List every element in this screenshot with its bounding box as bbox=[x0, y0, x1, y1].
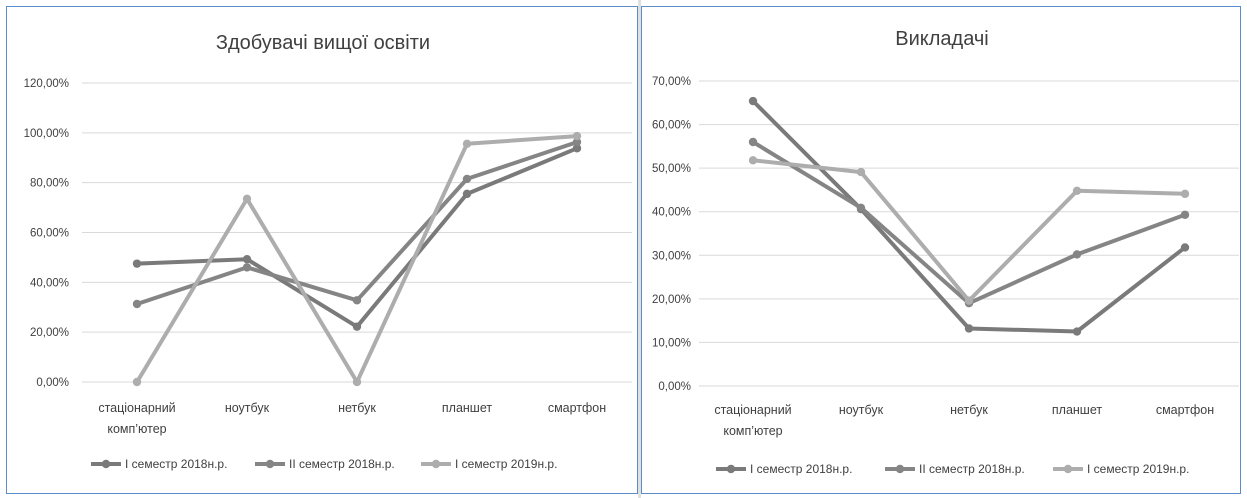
legend-label: І семестр 2019н.р. bbox=[1087, 462, 1189, 476]
data-point bbox=[856, 203, 866, 212]
legend-label: ІІ семестр 2018н.р. bbox=[289, 457, 395, 471]
chart-title: Викладачі bbox=[895, 28, 989, 50]
data-point bbox=[964, 324, 974, 333]
data-point bbox=[242, 263, 252, 272]
data-point bbox=[242, 254, 252, 264]
chart-students: Здобувачі вищої освіти 0,00% 20,00% 40,00% 6… bbox=[24, 32, 632, 471]
legend-swatch-marker bbox=[431, 459, 441, 469]
data-point bbox=[1072, 250, 1082, 259]
y-tick-label: 20,00% bbox=[652, 294, 691, 306]
data-point bbox=[462, 139, 472, 148]
x-tick-label: ноутбук bbox=[839, 403, 884, 417]
x-tick-label: планшет bbox=[442, 401, 492, 415]
x-tick-label: смартфон bbox=[548, 401, 606, 415]
y-tick-label: 80,00% bbox=[30, 178, 69, 190]
data-point bbox=[748, 156, 758, 165]
data-point bbox=[1180, 243, 1190, 252]
data-point bbox=[352, 296, 362, 305]
x-tick-label: смартфон bbox=[1156, 403, 1214, 417]
chart-panel-teachers: Викладачі 0,00% 10,00% 20,00% 30,00% 40,00% 50… bbox=[641, 6, 1241, 494]
x-tick-label: стаціонарний bbox=[714, 403, 791, 417]
y-tick-label: 120,00% bbox=[24, 78, 69, 90]
x-tick-label: планшет bbox=[1052, 403, 1102, 417]
panel-divider bbox=[638, 0, 641, 498]
legend-label: ІІ семестр 2018н.р. bbox=[919, 462, 1025, 476]
data-point bbox=[1072, 327, 1082, 336]
x-tick-label: комп’ютер bbox=[107, 422, 166, 436]
x-tick-label: ноутбук bbox=[225, 401, 270, 415]
data-point bbox=[462, 174, 472, 184]
y-tick-label: 60,00% bbox=[30, 228, 69, 240]
data-point bbox=[352, 322, 362, 331]
y-tick-label: 100,00% bbox=[24, 128, 69, 140]
legend-swatch-marker bbox=[1063, 464, 1073, 474]
data-point bbox=[1180, 210, 1190, 219]
y-tick-label: 0,00% bbox=[36, 377, 69, 389]
legend-label: І семестр 2019н.р. bbox=[455, 457, 557, 471]
y-tick-label: 40,00% bbox=[30, 277, 69, 289]
y-tick-label: 30,00% bbox=[652, 250, 691, 262]
series-line-2 bbox=[135, 140, 579, 306]
x-tick-label: комп’ютер bbox=[723, 424, 782, 438]
legend-label: І семестр 2018н.р. bbox=[750, 462, 852, 476]
data-point bbox=[132, 299, 142, 309]
legend-swatch-marker bbox=[726, 464, 736, 474]
data-point bbox=[572, 131, 582, 141]
chart-panel-students: Здобувачі вищої освіти 0,00% 20,00% 40,00% 6… bbox=[6, 6, 638, 494]
y-tick-label: 60,00% bbox=[652, 120, 691, 132]
legend-label: І семестр 2018н.р. bbox=[125, 457, 227, 471]
y-tick-label: 70,00% bbox=[652, 76, 691, 88]
y-tick-label: 50,00% bbox=[652, 163, 691, 175]
y-tick-label: 20,00% bbox=[30, 327, 69, 339]
y-tick-label: 40,00% bbox=[652, 207, 691, 219]
chart-title: Здобувачі вищої освіти bbox=[216, 32, 430, 54]
data-point bbox=[856, 167, 866, 177]
y-tick-label: 0,00% bbox=[658, 381, 691, 393]
legend-swatch-marker bbox=[895, 464, 905, 474]
legend-swatch-marker bbox=[101, 459, 111, 469]
data-point bbox=[572, 137, 582, 147]
data-point bbox=[462, 189, 472, 199]
data-point bbox=[132, 259, 142, 268]
data-point bbox=[748, 96, 758, 106]
y-tick-label: 10,00% bbox=[652, 337, 691, 349]
data-point bbox=[132, 377, 142, 387]
data-point bbox=[572, 144, 582, 153]
data-point bbox=[1072, 186, 1082, 195]
data-point bbox=[748, 137, 758, 147]
x-tick-label: стаціонарний bbox=[98, 401, 175, 415]
data-point bbox=[352, 377, 362, 387]
data-point bbox=[964, 296, 974, 305]
x-tick-label: нетбук bbox=[338, 401, 376, 415]
data-point bbox=[1180, 189, 1190, 199]
legend-swatch-marker bbox=[265, 459, 275, 469]
x-tick-label: нетбук bbox=[950, 403, 988, 417]
data-point bbox=[242, 194, 252, 204]
chart-teachers: Викладачі 0,00% 10,00% 20,00% 30,00% 40,00% 50… bbox=[652, 28, 1239, 476]
